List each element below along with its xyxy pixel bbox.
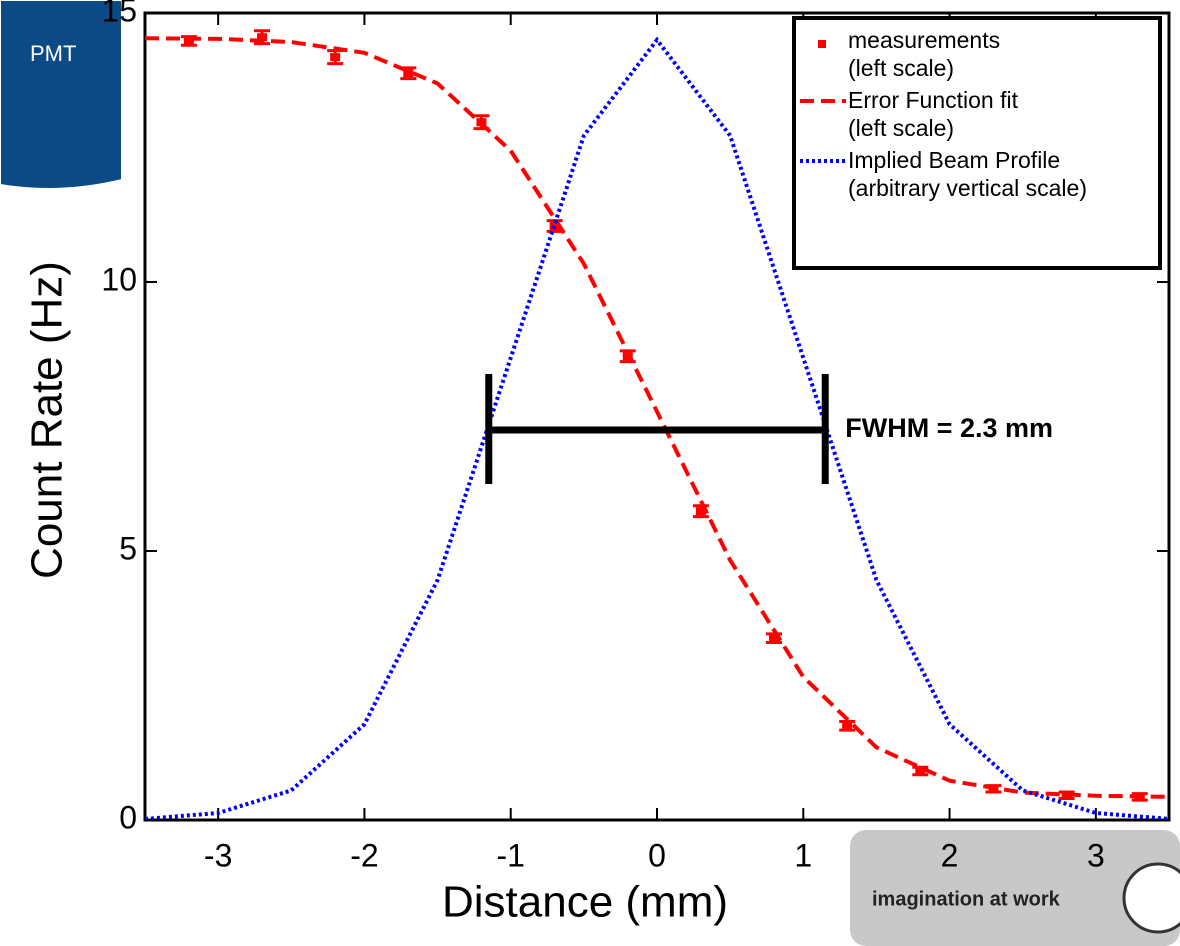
legend-label: Error Function fit (left scale) <box>848 87 1018 141</box>
marker <box>330 53 341 62</box>
legend-marker <box>818 40 826 48</box>
plot-frame <box>143 11 1171 822</box>
marker <box>769 634 780 643</box>
logo-text: imagination at work <box>872 888 1061 910</box>
fwhm-label: FWHM = 2.3 mm <box>845 413 1053 443</box>
legend-icon <box>818 40 826 48</box>
y-tick-label: 10 <box>101 261 137 297</box>
y-tick-label: 0 <box>119 799 137 835</box>
marker <box>257 33 268 42</box>
marker <box>1061 791 1072 800</box>
marker <box>842 721 853 730</box>
line-dotted <box>145 36 1169 820</box>
legend-label: measurements (left scale) <box>848 27 1001 81</box>
pmt-shape <box>0 0 123 190</box>
logo-box <box>850 830 1180 946</box>
x-tick-label: -1 <box>496 837 524 873</box>
logo-emblem <box>1122 862 1180 934</box>
x-tick-label: 1 <box>794 837 812 873</box>
legend-entry: Implied Beam Profile (arbitrary vertical… <box>800 146 1150 202</box>
legend: measurements (left scale) Error Function … <box>792 16 1162 270</box>
marker <box>403 69 414 78</box>
y-axis-label: Count Rate (Hz) <box>23 261 72 579</box>
x-tick-label: 2 <box>941 837 959 873</box>
y-tick-label: 15 <box>101 0 137 28</box>
x-axis-label: Distance (mm) <box>442 878 728 927</box>
marker <box>549 222 560 231</box>
x-tick-label: -3 <box>204 837 232 873</box>
legend-label: Implied Beam Profile (arbitrary vertical… <box>848 147 1087 201</box>
legend-icon <box>800 159 846 163</box>
legend-entry: Error Function fit (left scale) <box>800 86 1150 142</box>
y-tick-label: 5 <box>119 530 137 566</box>
legend-entry: measurements (left scale) <box>800 26 1150 82</box>
marker <box>695 507 706 516</box>
x-tick-label: 0 <box>648 837 666 873</box>
line-dashed <box>145 36 1169 799</box>
marker <box>915 767 926 776</box>
pmt-label: PMT <box>30 41 76 66</box>
legend-icon <box>800 99 846 103</box>
x-tick-label: 3 <box>1087 837 1105 873</box>
x-tick-label: -2 <box>350 837 378 873</box>
marker <box>183 36 194 45</box>
